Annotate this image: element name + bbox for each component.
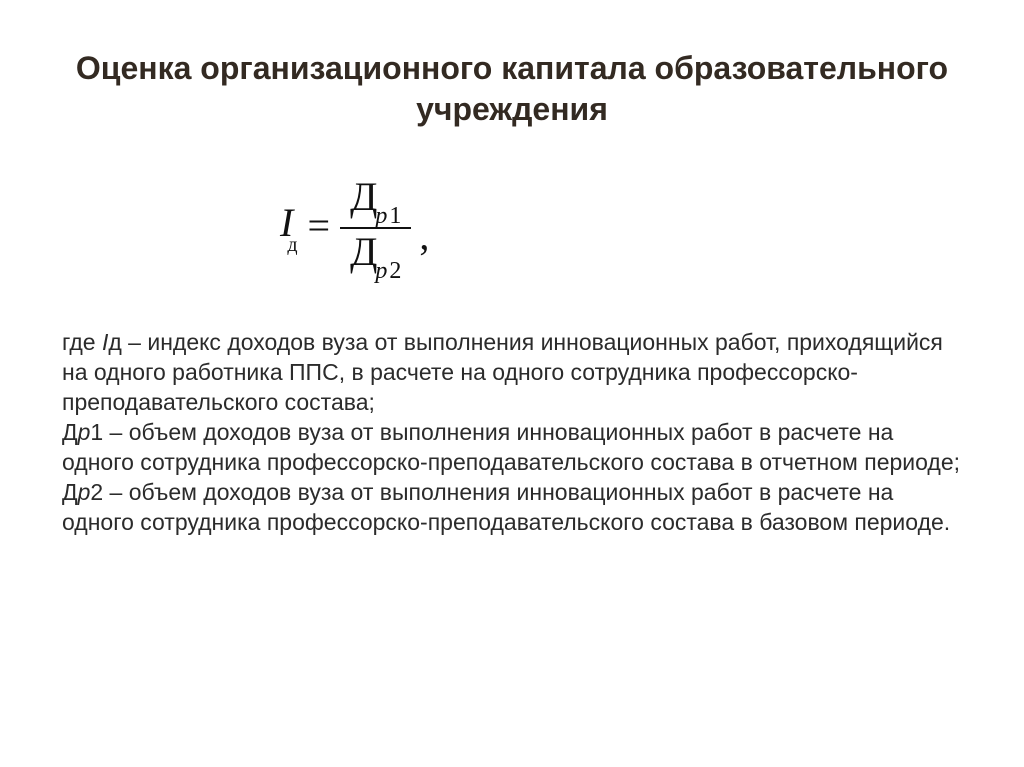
numerator-sub-letter: p xyxy=(375,203,387,229)
fraction: Дp1 Дp2 xyxy=(340,174,411,282)
denominator-symbol: Д xyxy=(350,229,377,274)
equals-sign: = xyxy=(308,206,331,246)
numerator: Дp1 xyxy=(340,174,411,227)
numerator-symbol: Д xyxy=(350,174,377,219)
formula: Iд = Дp1 Дp2 , xyxy=(280,172,429,280)
formula-trailing: , xyxy=(419,216,429,280)
formula-description: где Iд – индекс доходов вуза от выполнен… xyxy=(62,328,962,537)
formula-lhs: Iд xyxy=(280,203,304,249)
denominator-sub-num: 2 xyxy=(389,258,401,284)
denominator-sub-letter: p xyxy=(375,258,387,284)
formula-region: Iд = Дp1 Дp2 , xyxy=(62,172,962,280)
slide-title: Оценка организационного капитала образов… xyxy=(62,48,962,130)
lhs-subscript: д xyxy=(287,234,297,256)
numerator-sub-num: 1 xyxy=(389,203,401,229)
denominator: Дp2 xyxy=(340,229,411,282)
